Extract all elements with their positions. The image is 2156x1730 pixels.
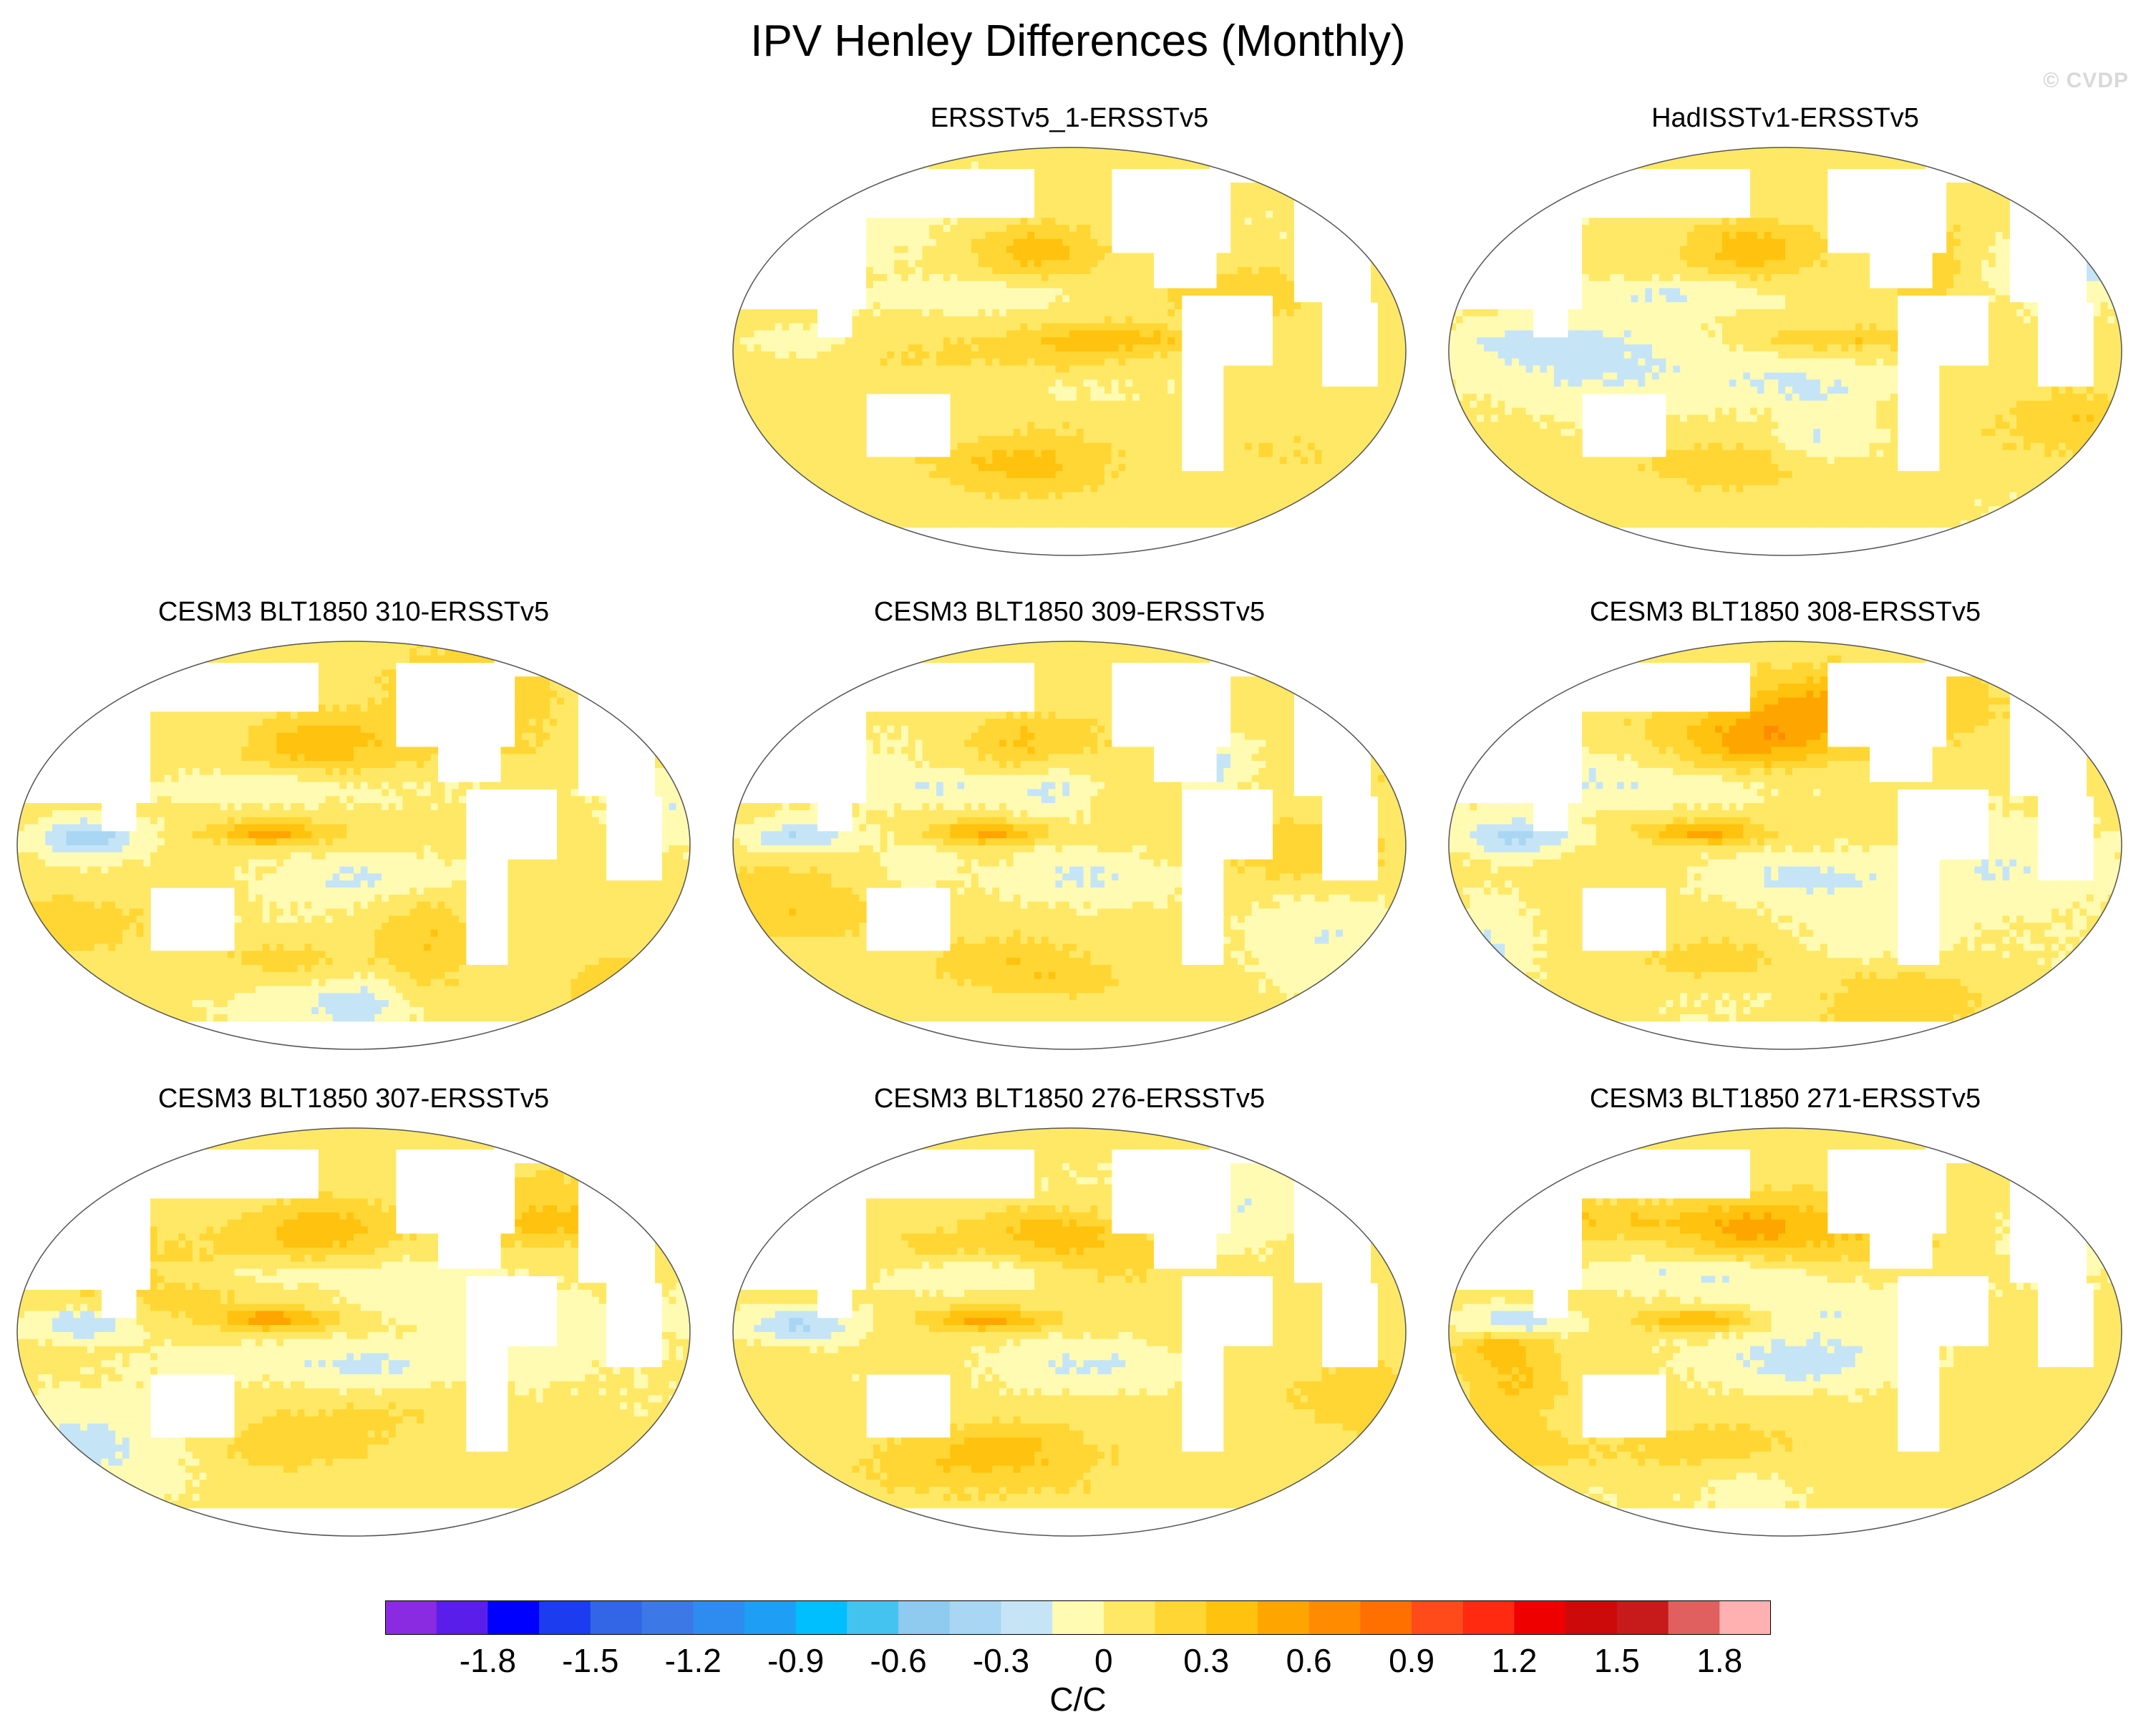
colorbar-label: 1.2	[1471, 1641, 1557, 1681]
map-outline	[16, 1127, 691, 1537]
sst-difference-field	[733, 641, 1406, 1022]
map-outline	[732, 641, 1407, 1050]
panel-title: ERSSTv5_1-ERSSTv5	[726, 99, 1413, 137]
colorbar-label: 1.5	[1574, 1641, 1660, 1681]
colorbar-label: 0.6	[1266, 1641, 1352, 1681]
colorbar-box	[385, 1600, 437, 1635]
map-panel: CESM3 BLT1850 310-ERSSTv5	[10, 593, 697, 1058]
colorbar-label: -1.2	[650, 1641, 736, 1681]
panel-title: CESM3 BLT1850 276-ERSSTv5	[726, 1079, 1413, 1118]
colorbar-box	[1206, 1600, 1258, 1635]
colorbar-label: 0	[1061, 1641, 1147, 1681]
colorbar-box	[1308, 1600, 1361, 1635]
colorbar-box	[795, 1600, 848, 1635]
panel-title: CESM3 BLT1850 308-ERSSTv5	[1442, 593, 2129, 631]
sst-difference-field	[1449, 1128, 2122, 1509]
map-outline	[1448, 147, 2122, 556]
colorbar-box	[1719, 1600, 1771, 1635]
map-outline	[732, 1127, 1407, 1537]
panel-title: HadISSTv1-ERSSTv5	[1442, 99, 2129, 137]
panel-title: CESM3 BLT1850 310-ERSSTv5	[10, 593, 697, 631]
colorbar-label: 1.8	[1676, 1641, 1762, 1681]
sst-difference-field	[733, 1128, 1406, 1509]
map-panel: CESM3 BLT1850 307-ERSSTv5	[10, 1079, 697, 1545]
colorbar-label: -0.3	[958, 1641, 1044, 1681]
map-outline	[1448, 1127, 2122, 1537]
colorbar-scale	[385, 1600, 1771, 1635]
map-panel: HadISSTv1-ERSSTv5	[1442, 99, 2129, 564]
panel-title: CESM3 BLT1850 271-ERSSTv5	[1442, 1079, 2129, 1118]
colorbar-box	[1616, 1600, 1669, 1635]
colorbar-box	[1257, 1600, 1310, 1635]
map-panel: CESM3 BLT1850 309-ERSSTv5	[726, 593, 1413, 1058]
map-panel: CESM3 BLT1850 308-ERSSTv5	[1442, 593, 2129, 1058]
colorbar-box	[1360, 1600, 1412, 1635]
colorbar-box	[744, 1600, 797, 1635]
colorbar-box	[949, 1600, 1002, 1635]
page-title: IPV Henley Differences (Monthly)	[0, 13, 2156, 70]
colorbar-box	[1001, 1600, 1053, 1635]
map-outline	[16, 641, 691, 1050]
sst-difference-field	[1449, 147, 2122, 528]
sst-difference-field	[733, 147, 1406, 528]
map-panel: CESM3 BLT1850 276-ERSSTv5	[726, 1079, 1413, 1545]
colorbar-box	[1668, 1600, 1720, 1635]
panel-title: CESM3 BLT1850 309-ERSSTv5	[726, 593, 1413, 631]
colorbar-label: -1.8	[445, 1641, 530, 1681]
colorbar-border	[385, 1600, 1771, 1635]
colorbar-box	[590, 1600, 643, 1635]
sst-difference-field	[17, 641, 690, 1022]
map-outline	[1448, 641, 2122, 1050]
world-map	[732, 147, 1407, 556]
map-panel: CESM3 BLT1850 271-ERSSTv5	[1442, 1079, 2129, 1545]
colorbar-label: -0.9	[753, 1641, 839, 1681]
world-map	[16, 1127, 691, 1537]
world-map	[1448, 1127, 2122, 1537]
colorbar-box	[641, 1600, 694, 1635]
colorbar-label: -1.5	[548, 1641, 633, 1681]
world-map	[16, 641, 691, 1050]
colorbar-box	[898, 1600, 951, 1635]
colorbar-box	[1103, 1600, 1156, 1635]
watermark-text: © CVDP	[2043, 69, 2129, 93]
panel-title: CESM3 BLT1850 307-ERSSTv5	[10, 1079, 697, 1118]
colorbar-label: 0.9	[1369, 1641, 1455, 1681]
colorbar-box	[1565, 1600, 1618, 1635]
colorbar-box	[1155, 1600, 1207, 1635]
sst-difference-field	[17, 1128, 690, 1509]
world-map	[1448, 147, 2122, 556]
world-map	[732, 641, 1407, 1050]
world-map	[1448, 641, 2122, 1050]
sst-difference-field	[1449, 641, 2122, 1022]
colorbar-box	[539, 1600, 591, 1635]
colorbar-box	[847, 1600, 899, 1635]
colorbar-box	[693, 1600, 745, 1635]
map-outline	[732, 147, 1407, 556]
colorbar: -1.8 -1.5 -1.2 -0.9 -0.6 -0.3 0 0.3 0.6 0.9 1.2 1.5…	[385, 1600, 1771, 1730]
colorbar-box	[1412, 1600, 1464, 1635]
colorbar-box	[1514, 1600, 1566, 1635]
map-panel: ERSSTv5_1-ERSSTv5	[726, 99, 1413, 564]
colorbar-label: 0.3	[1163, 1641, 1249, 1681]
world-map	[732, 1127, 1407, 1537]
colorbar-box	[487, 1600, 540, 1635]
colorbar-box	[1052, 1600, 1104, 1635]
colorbar-box	[1462, 1600, 1515, 1635]
colorbar-label: -0.6	[855, 1641, 941, 1681]
colorbar-units: C/C	[385, 1679, 1771, 1719]
colorbar-box	[436, 1600, 488, 1635]
